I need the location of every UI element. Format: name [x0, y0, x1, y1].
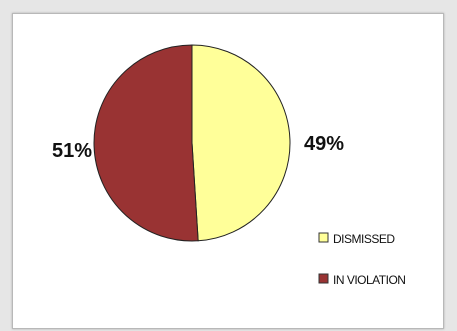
legend-swatch-dismissed	[318, 232, 329, 243]
pie-slices	[93, 44, 291, 242]
pie-slice-in-violation	[93, 44, 199, 242]
pie-slice-dismissed	[191, 44, 291, 242]
legend-label-in-violation: IN VIOLATION	[333, 273, 405, 287]
legend: DISMISSED IN VIOLATION	[318, 232, 406, 287]
legend-swatch-in-violation	[318, 273, 329, 284]
slice-label-in-violation: 51%	[52, 140, 92, 162]
slice-label-dismissed: 49%	[304, 133, 344, 155]
legend-label-dismissed: DISMISSED	[333, 232, 395, 246]
